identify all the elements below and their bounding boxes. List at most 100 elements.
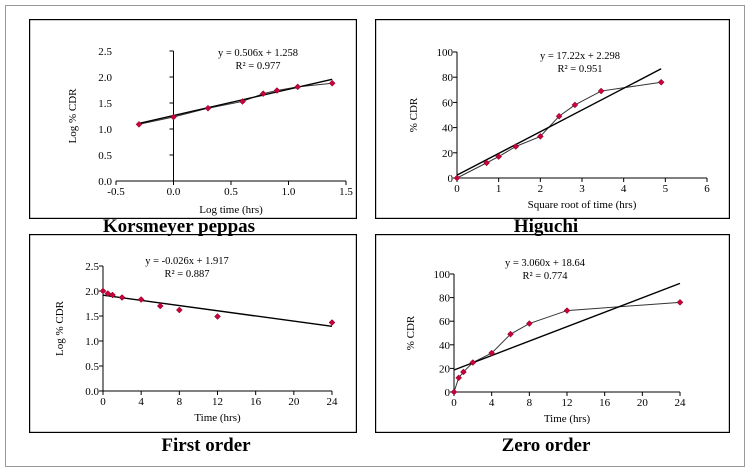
x-tick-label: 4 <box>621 183 627 195</box>
linear-trendline <box>453 282 681 371</box>
panel-border <box>29 234 357 433</box>
y-tick-label: 2.5 <box>85 261 99 273</box>
x-tick-label: 0 <box>451 397 457 409</box>
y-tick-label: 0.5 <box>98 150 112 162</box>
y-tick-label: 40 <box>439 340 451 352</box>
data-point <box>469 359 477 366</box>
x-tick-label: 1 <box>496 183 502 195</box>
data-point <box>175 306 183 314</box>
data-point <box>460 368 467 376</box>
data-point <box>204 104 212 112</box>
x-axis-label: Log time (hrs) <box>199 204 263 216</box>
data-point <box>483 159 490 167</box>
data-point <box>259 90 267 97</box>
panel-border <box>29 19 357 219</box>
x-axis-label: Square root of time (hrs) <box>528 199 637 211</box>
data-point <box>488 349 496 357</box>
data-point <box>455 374 463 382</box>
data-point <box>99 287 107 295</box>
trendline-equation: y = -0.026x + 1.917 <box>145 256 229 267</box>
data-point <box>525 320 533 327</box>
data-point <box>328 79 336 87</box>
data-point <box>109 291 116 299</box>
x-tick-label: 20 <box>637 397 649 409</box>
linear-trendline <box>456 68 662 176</box>
y-tick-label: 0 <box>445 387 451 399</box>
y-tick-label: 40 <box>442 123 454 135</box>
y-tick-label: 1.0 <box>85 336 99 348</box>
x-tick-label: 3 <box>579 183 585 195</box>
x-tick-label: 1.5 <box>339 186 353 198</box>
x-axis-label: Time (hrs) <box>544 413 591 425</box>
linear-trendline <box>102 294 333 328</box>
data-point <box>597 87 605 95</box>
data-point <box>555 112 563 120</box>
trendline-equation: y = 17.22x + 2.298 <box>540 51 620 62</box>
caption-korsmeyer-peppas: Korsmeyer peppas <box>102 216 256 237</box>
x-tick-label: 24 <box>327 396 339 408</box>
data-point <box>453 174 461 182</box>
data-point <box>137 296 145 303</box>
x-tick-label: 12 <box>562 397 573 409</box>
series-line <box>138 82 333 125</box>
series-line <box>453 301 681 393</box>
y-tick-label: 2.5 <box>98 46 112 58</box>
trendline-equation: y = 0.506x + 1.258 <box>218 48 298 59</box>
data-point <box>273 87 281 94</box>
x-tick-label: 0 <box>100 396 106 408</box>
x-tick-label: 2 <box>538 183 544 195</box>
x-tick-label: 24 <box>675 397 687 409</box>
x-tick-label: 0.0 <box>167 186 181 198</box>
x-tick-label: 0.5 <box>224 186 238 198</box>
caption-higuchi: Higuchi <box>513 216 579 237</box>
caption-first-order: First order <box>161 435 251 456</box>
y-tick-label: 1.0 <box>98 124 112 136</box>
y-tick-label: 60 <box>442 97 454 109</box>
data-point <box>563 307 571 314</box>
data-point <box>495 153 503 160</box>
x-tick-label: 8 <box>527 397 533 409</box>
x-tick-label: -0.5 <box>107 186 125 198</box>
r-squared-label: R² = 0.951 <box>558 64 603 75</box>
y-tick-label: 60 <box>439 316 451 328</box>
first-order-chart: 0 4 8 12 16 20 24 0.0 0.5 1.0 1.5 2.0 2.5 Time (hrs) L… <box>29 234 357 433</box>
x-tick-label: 6 <box>704 183 710 195</box>
caption-zero-order: Zero order <box>501 435 591 456</box>
r-squared-label: R² = 0.977 <box>236 61 281 72</box>
y-tick-label: 2.0 <box>85 286 99 298</box>
data-point <box>450 388 458 396</box>
data-point <box>657 78 665 86</box>
data-point <box>118 294 126 301</box>
y-tick-label: 1.5 <box>85 311 99 323</box>
linear-trendline <box>138 78 333 125</box>
x-tick-label: 1.0 <box>282 186 296 198</box>
data-point <box>214 313 221 320</box>
trendline-equation: y = 3.060x + 18.64 <box>505 258 586 269</box>
y-axis-label: % CDR <box>405 315 417 350</box>
x-tick-label: 4 <box>489 397 495 409</box>
y-tick-label: 0.5 <box>85 361 99 373</box>
data-point <box>170 113 177 121</box>
data-point <box>507 330 514 338</box>
y-tick-label: 20 <box>442 148 454 160</box>
data-point <box>328 319 336 326</box>
y-tick-label: 0.0 <box>85 386 99 398</box>
data-point <box>512 143 520 150</box>
data-point <box>676 298 684 306</box>
x-tick-label: 5 <box>663 183 669 195</box>
y-tick-label: 0 <box>448 173 454 185</box>
y-tick-label: 80 <box>442 72 454 84</box>
x-tick-label: 12 <box>212 396 223 408</box>
panel-border <box>375 19 730 219</box>
data-point <box>239 98 246 105</box>
x-axis-label: Time (hrs) <box>194 412 241 424</box>
y-tick-label: 100 <box>437 47 454 59</box>
data-point <box>536 133 544 140</box>
x-tick-label: 16 <box>599 397 611 409</box>
data-point <box>156 302 164 310</box>
y-axis-label: Log % CDR <box>67 88 79 144</box>
panel-border <box>375 234 730 433</box>
x-tick-label: 16 <box>250 396 262 408</box>
